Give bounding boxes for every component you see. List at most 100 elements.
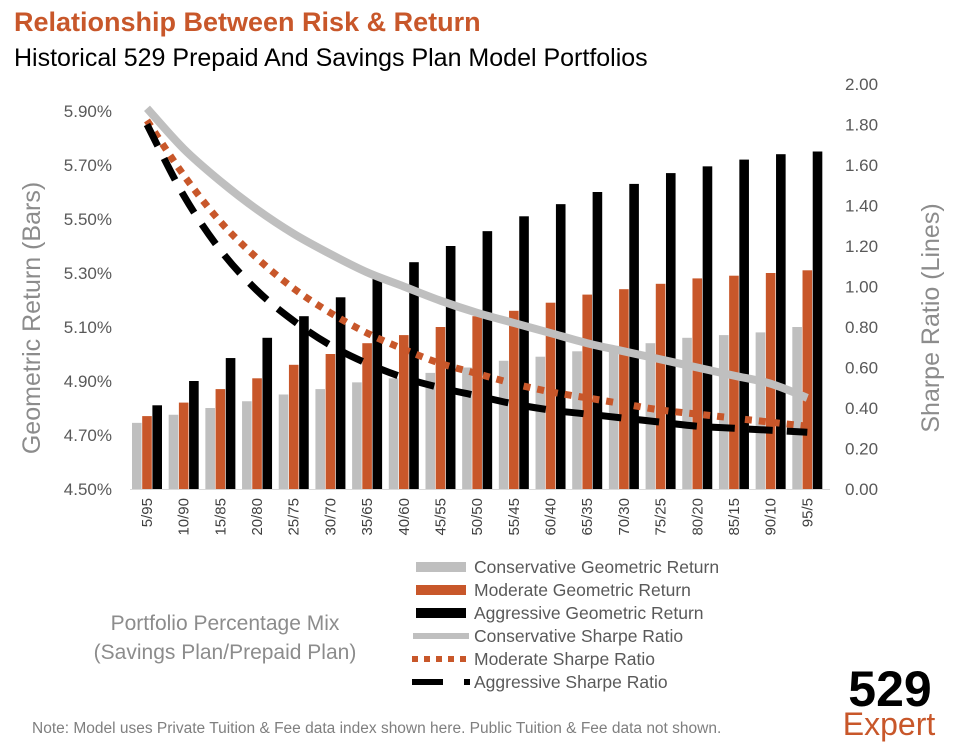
x-tick-label: 55/45 xyxy=(506,498,523,536)
bar-moderate-geometric-return-80-20 xyxy=(692,278,703,489)
y-axis-title: Geometric Return (Bars) xyxy=(18,182,46,454)
legend-swatch xyxy=(416,562,466,572)
bar-aggressive-geometric-return-20-80 xyxy=(262,337,273,489)
legend-label: Aggressive Geometric Return xyxy=(474,603,704,623)
y2-tick-label: 0.00 xyxy=(845,480,878,499)
x-tick-label: 50/50 xyxy=(469,498,486,536)
bar-conservative-geometric-return-15-85 xyxy=(205,408,215,489)
y-tick-label: 4.70% xyxy=(64,426,112,445)
x-axis-title-line2: (Savings Plan/Prepaid Plan) xyxy=(94,641,357,664)
legend-item-aggressive-sharpe-ratio: Aggressive Sharpe Ratio xyxy=(412,672,668,692)
bar-moderate-geometric-return-50-50 xyxy=(472,316,482,489)
x-tick-label: 10/90 xyxy=(176,498,193,536)
logo-word: Expert xyxy=(843,706,936,742)
x-tick-label: 60/40 xyxy=(543,498,560,536)
bar-conservative-geometric-return-35-65 xyxy=(352,382,362,489)
legend-item-moderate-sharpe-ratio: Moderate Sharpe Ratio xyxy=(412,649,655,669)
y2-tick-label: 0.20 xyxy=(845,440,878,459)
bar-aggressive-geometric-return-45-55 xyxy=(445,246,456,489)
bar-conservative-geometric-return-20-80 xyxy=(242,401,252,489)
legend-label: Moderate Sharpe Ratio xyxy=(474,649,655,669)
x-tick-label: 90/10 xyxy=(763,498,780,536)
x-tick-label: 15/85 xyxy=(212,498,229,536)
bar-moderate-geometric-return-5-95 xyxy=(142,416,152,489)
bar-aggressive-geometric-return-85-15 xyxy=(739,159,749,489)
bar-aggressive-geometric-return-35-65 xyxy=(372,278,383,489)
legend-label: Conservative Geometric Return xyxy=(474,557,719,577)
y2-tick-label: 1.00 xyxy=(845,278,878,297)
chart-subtitle: Historical 529 Prepaid And Savings Plan … xyxy=(14,44,648,72)
bar-moderate-geometric-return-45-55 xyxy=(435,327,446,489)
logo-number: 529 xyxy=(848,661,931,717)
y2-tick-label: 0.60 xyxy=(845,359,878,378)
x-tick-label: 30/70 xyxy=(322,498,339,536)
y2-axis-title: Sharpe Ratio (Lines) xyxy=(917,203,945,432)
bar-aggressive-geometric-return-70-30 xyxy=(629,183,639,489)
y-tick-label: 5.30% xyxy=(64,264,112,283)
bar-moderate-geometric-return-15-85 xyxy=(215,389,226,489)
bar-conservative-geometric-return-85-15 xyxy=(718,335,729,489)
bar-aggressive-geometric-return-25-75 xyxy=(299,316,309,489)
bar-moderate-geometric-return-55-45 xyxy=(509,310,519,489)
y-tick-label: 5.90% xyxy=(64,102,112,121)
bar-aggressive-geometric-return-15-85 xyxy=(225,358,236,489)
bar-moderate-geometric-return-95-5 xyxy=(802,270,813,489)
bar-conservative-geometric-return-80-20 xyxy=(682,337,692,489)
bar-conservative-geometric-return-50-50 xyxy=(462,367,472,489)
y2-tick-label: 1.80 xyxy=(845,116,878,135)
bar-conservative-geometric-return-65-35 xyxy=(572,351,582,489)
bar-conservative-geometric-return-95-5 xyxy=(792,327,802,489)
bar-conservative-geometric-return-25-75 xyxy=(278,394,289,489)
bar-aggressive-geometric-return-30-70 xyxy=(335,297,346,489)
y-tick-label: 5.70% xyxy=(64,156,112,175)
legend-label: Conservative Sharpe Ratio xyxy=(474,626,683,646)
bar-moderate-geometric-return-35-65 xyxy=(362,343,372,489)
bar-moderate-geometric-return-30-70 xyxy=(325,354,336,489)
line-conservative-sharpe-ratio xyxy=(144,105,809,402)
bar-conservative-geometric-return-10-90 xyxy=(168,414,179,489)
legend-item-conservative-geometric-return: Conservative Geometric Return xyxy=(416,557,719,577)
legend-swatch xyxy=(416,608,466,618)
y2-tick-label: 0.80 xyxy=(845,318,878,337)
y-tick-label: 4.90% xyxy=(64,372,112,391)
x-axis-title-line1: Portfolio Percentage Mix xyxy=(111,612,340,635)
y2-tick-label: 1.20 xyxy=(845,237,878,256)
legend-item-aggressive-geometric-return: Aggressive Geometric Return xyxy=(416,603,704,623)
bar-conservative-geometric-return-45-55 xyxy=(425,372,436,489)
line-aggressive-sharpe-ratio xyxy=(143,122,808,436)
bar-moderate-geometric-return-10-90 xyxy=(178,402,189,489)
y2-tick-label: 0.40 xyxy=(845,399,878,418)
bar-conservative-geometric-return-60-40 xyxy=(535,356,546,489)
legend-label: Aggressive Sharpe Ratio xyxy=(474,672,668,692)
bar-moderate-geometric-return-70-30 xyxy=(619,289,629,489)
legend-item-conservative-sharpe-ratio: Conservative Sharpe Ratio xyxy=(413,626,683,646)
chart-title: Relationship Between Risk & Return xyxy=(14,7,481,37)
bar-aggressive-geometric-return-5-95 xyxy=(152,405,162,489)
bar-moderate-geometric-return-40-60 xyxy=(398,335,409,489)
x-tick-label: 85/15 xyxy=(726,498,743,536)
bar-moderate-geometric-return-75-25 xyxy=(655,283,666,489)
x-tick-label: 75/25 xyxy=(653,498,670,536)
x-tick-label: 80/20 xyxy=(689,498,706,536)
bar-moderate-geometric-return-65-35 xyxy=(582,294,593,489)
footnote: Note: Model uses Private Tuition & Fee d… xyxy=(32,720,721,737)
y-tick-label: 4.50% xyxy=(64,480,112,499)
bar-aggressive-geometric-return-90-10 xyxy=(776,154,786,489)
bar-conservative-geometric-return-30-70 xyxy=(315,389,326,489)
bar-moderate-geometric-return-60-40 xyxy=(545,302,556,489)
x-tick-label: 45/55 xyxy=(432,498,449,536)
legend-item-moderate-geometric-return: Moderate Geometric Return xyxy=(416,580,691,600)
bar-aggressive-geometric-return-65-35 xyxy=(592,192,603,489)
bar-conservative-geometric-return-40-60 xyxy=(388,378,399,489)
y2-tick-label: 1.40 xyxy=(845,197,878,216)
bar-aggressive-geometric-return-10-90 xyxy=(189,381,199,489)
y-tick-label: 5.10% xyxy=(64,318,112,337)
logo-529-expert: 529 Expert xyxy=(843,661,936,742)
bar-aggressive-geometric-return-80-20 xyxy=(702,166,713,489)
bar-conservative-geometric-return-75-25 xyxy=(645,343,656,489)
legend-swatch xyxy=(416,585,466,595)
y2-tick-label: 1.60 xyxy=(845,156,878,175)
y2-tick-label: 2.00 xyxy=(845,75,878,94)
x-tick-label: 20/80 xyxy=(249,498,266,536)
